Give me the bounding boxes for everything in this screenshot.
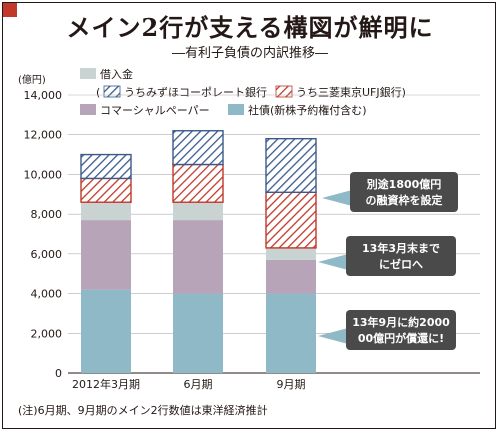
callout-box (350, 172, 458, 212)
callout-box (346, 310, 456, 350)
y-tick-label: 6,000 (31, 248, 63, 261)
bar-segment-mufg (80, 177, 132, 203)
bar-segment-mizuho (80, 153, 132, 180)
bar-segment-mufg (265, 191, 317, 249)
legend-swatch-cp (80, 104, 96, 115)
bar-segment-borrowings-other (266, 247, 316, 260)
callout-line1: 13年9月に約2000 (352, 315, 450, 329)
callout-line2: にゼロへ (379, 257, 423, 271)
legend-label-mufg: うち三菱東京UFJ銀行) (296, 85, 406, 99)
legend-swatch-borrowings (80, 68, 96, 79)
bar-segment-bonds (173, 293, 223, 373)
footnote: (注)6月期、9月期のメイン2行数値は東洋経済推計 (18, 404, 268, 417)
legend-label-bonds: 社債(新株予約権付含む) (248, 103, 367, 117)
callout-line2: の融資枠を設定 (366, 193, 443, 207)
bar-segment-borrowings-other (173, 202, 223, 221)
y-tick-label: 12,000 (24, 129, 63, 142)
legend-paren-open: ( (96, 86, 100, 99)
legend-swatch-mufg (275, 85, 293, 98)
chart-subtitle: ―有利子負債の内訳推移― (171, 46, 328, 61)
y-tick-label: 14,000 (24, 89, 63, 102)
y-tick-label: 8,000 (31, 208, 63, 221)
x-category-label: 9月期 (277, 378, 306, 391)
y-tick-label: 2,000 (31, 327, 63, 340)
x-category-label: 6月期 (184, 378, 213, 391)
bar-segment-cp (173, 220, 223, 294)
y-tick-label: 0 (55, 367, 62, 380)
y-axis-ticks: 0 2,000 4,000 6,000 8,000 10,000 12,000 14,000 (24, 89, 63, 380)
callout-line1: 13年3月末まで (362, 241, 440, 255)
callout-box (346, 236, 456, 276)
chart-title: メイン2行が支える構図が鮮明に (66, 13, 434, 42)
legend-label-mizuho: うちみずほコーポレート銀行 (124, 85, 267, 99)
corner-accent (3, 3, 17, 17)
x-category-label: 2012年3月期 (72, 377, 140, 391)
legend: 借入金 ( うちみずほコーポレート銀行 うち三菱東京UFJ銀行) コマーシャルペ… (80, 67, 406, 117)
bar-segment-borrowings-other (81, 202, 131, 221)
y-tick-label: 4,000 (31, 288, 63, 301)
bar-segment-bonds (266, 293, 316, 373)
callout-arrow (318, 328, 348, 344)
bar-segment-cp (81, 220, 131, 290)
bars (80, 130, 317, 373)
x-axis-categories: 2012年3月期 6月期 9月期 (72, 377, 306, 391)
legend-label-borrowings: 借入金 (100, 67, 133, 81)
legend-swatch-bonds (228, 104, 244, 115)
callout-3: 13年9月に約2000 00億円が償還に! (318, 310, 456, 350)
callout-arrow (318, 254, 348, 270)
legend-label-cp: コマーシャルペーパー (100, 104, 210, 117)
callout-line1: 別途1800億円 (366, 177, 442, 191)
bar-segment-mufg (172, 163, 224, 203)
bar-segment-cp (266, 259, 316, 294)
callout-arrow (322, 190, 352, 206)
bar-segment-mizuho (172, 130, 224, 166)
callout-line2: 00億円が償還に! (358, 331, 444, 345)
y-tick-label: 10,000 (24, 168, 63, 181)
bar-segment-mizuho (265, 137, 317, 193)
legend-swatch-mizuho (103, 85, 121, 98)
bar-segment-bonds (81, 289, 131, 373)
y-axis-unit: (億円) (18, 73, 46, 86)
